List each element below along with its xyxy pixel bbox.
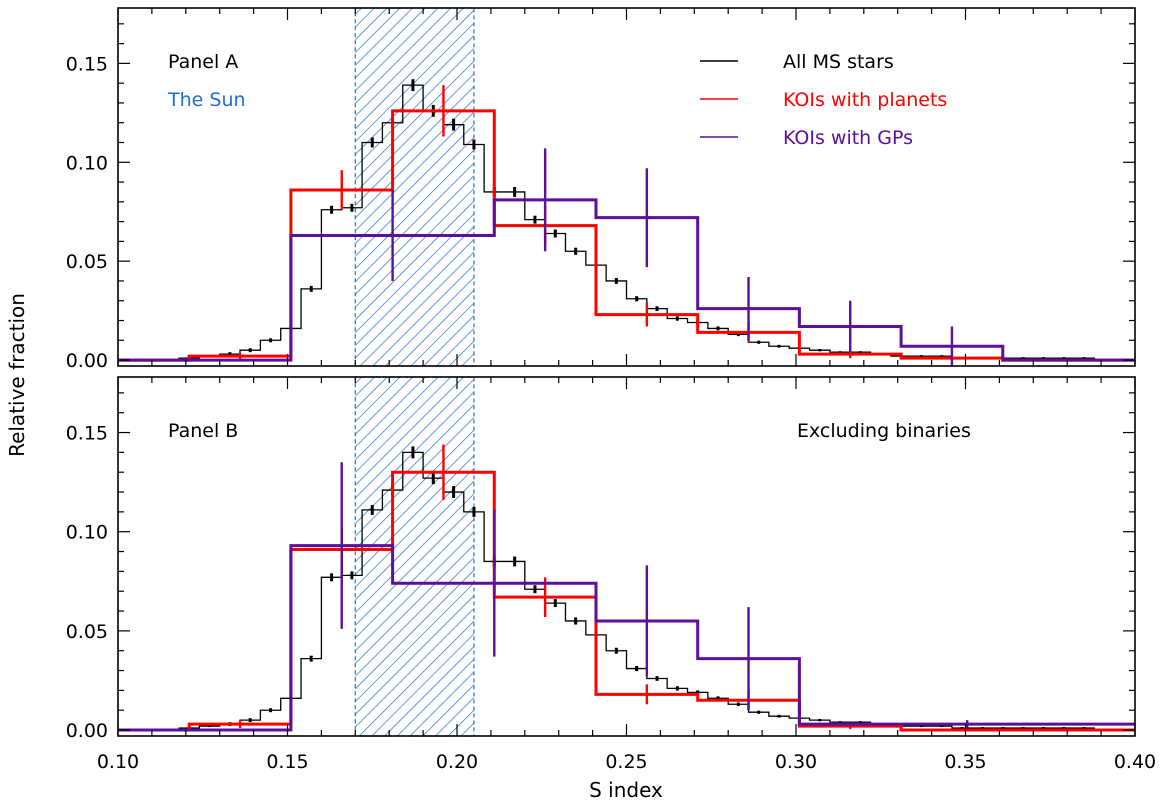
series-planets: [118, 109, 1135, 362]
legend-label-all-ms: All MS stars: [783, 51, 894, 73]
series-all-ms: [118, 84, 1135, 361]
x-tick-label: 0.35: [944, 751, 986, 773]
sun-band: [354, 7, 475, 367]
y-tick-label: 0.10: [66, 522, 108, 544]
panel-note: Excluding binaries: [797, 420, 971, 442]
x-tick-label: 0.30: [775, 751, 817, 773]
y-axis-title: Relative fraction: [5, 293, 29, 457]
panel-label: Panel B: [168, 420, 238, 442]
legend-label-planets: KOIs with planets: [783, 89, 947, 111]
series-all-ms: [118, 451, 1135, 731]
series-gps: [118, 544, 1135, 732]
panel-a: 0.00 0.05 0.10 0.15 Panel A The Sun All MS sta…: [66, 7, 1136, 372]
sun-label: The Sun: [167, 89, 246, 111]
x-tick-label: 0.40: [1114, 751, 1156, 773]
y-tick-label: 0.15: [66, 423, 108, 445]
y-tick-label: 0.05: [66, 621, 108, 643]
y-tick-label: 0.10: [66, 152, 108, 174]
x-tick-label: 0.20: [436, 751, 478, 773]
legend-label-gps: KOIs with GPs: [783, 127, 913, 149]
y-tick-label: 0.15: [66, 53, 108, 75]
x-tick-label: 0.25: [605, 751, 647, 773]
y-tick-label: 0.05: [66, 251, 108, 273]
panel-label: Panel A: [168, 51, 238, 73]
panel-b: 0.00 0.05 0.10 0.15 0.10 0.15 0.20 0.25 0.30 0.35…: [66, 376, 1156, 773]
y-tick-label: 0.00: [66, 350, 108, 372]
y-tick-label: 0.00: [66, 720, 108, 742]
series-gps: [118, 198, 1135, 362]
plot-frame: [117, 7, 1136, 367]
x-axis-title: S index: [589, 778, 663, 802]
series-planets: [118, 470, 1135, 732]
sun-band: [354, 376, 475, 737]
x-tick-label: 0.10: [97, 751, 139, 773]
x-tick-label: 0.15: [266, 751, 308, 773]
plot-frame: [117, 376, 1136, 737]
